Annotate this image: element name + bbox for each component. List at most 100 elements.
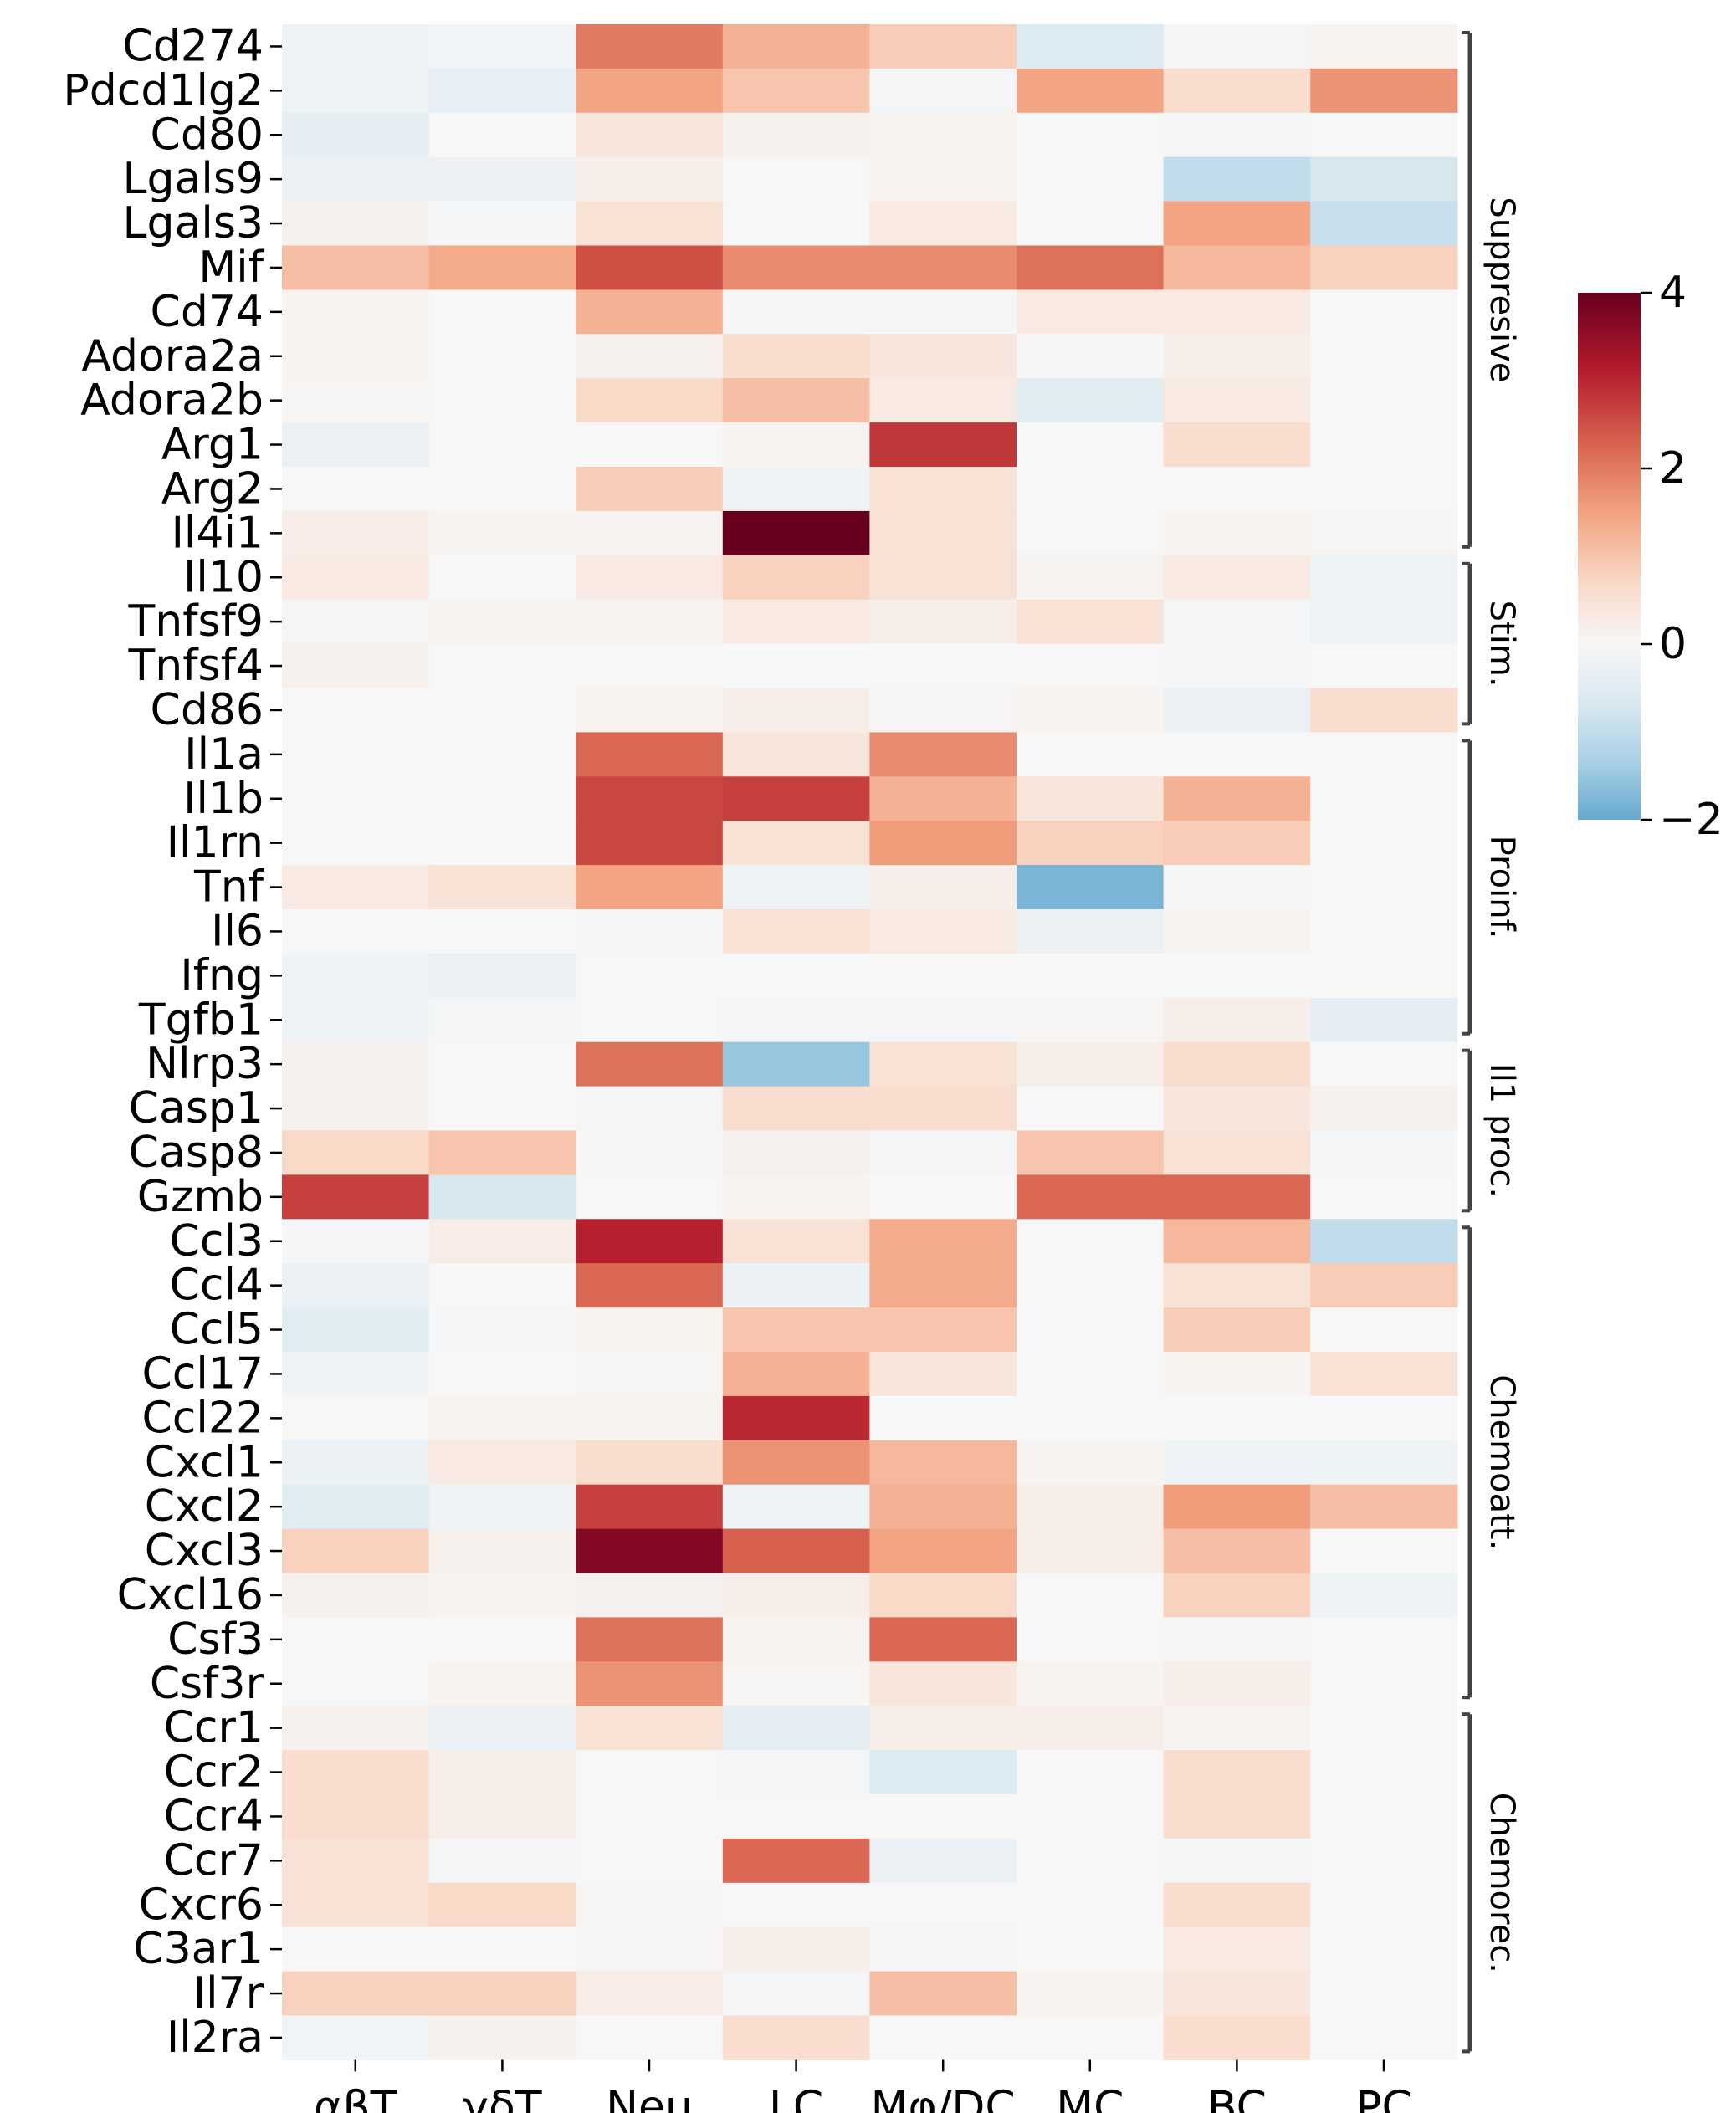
colorbar-tick-label: −2 bbox=[1659, 795, 1723, 845]
heatmap-cell bbox=[869, 112, 1017, 158]
heatmap-cell bbox=[1310, 201, 1458, 247]
heatmap-cell bbox=[576, 865, 724, 910]
heatmap-cell bbox=[428, 1926, 576, 1972]
heatmap-cell bbox=[722, 156, 870, 202]
heatmap-cell bbox=[576, 776, 724, 821]
heatmap-cell bbox=[1017, 1086, 1165, 1132]
heatmap-cell bbox=[1017, 555, 1165, 601]
heatmap-cell bbox=[869, 1750, 1017, 1795]
row-label: Cxcl16 bbox=[117, 1570, 264, 1620]
heatmap-cell bbox=[722, 1219, 870, 1264]
heatmap-cell bbox=[722, 732, 870, 777]
heatmap-cell bbox=[282, 953, 430, 999]
colorbar-tick-label: 4 bbox=[1659, 268, 1687, 318]
heatmap-cell bbox=[1163, 1307, 1311, 1353]
heatmap-cell bbox=[1163, 1573, 1311, 1618]
heatmap-cell bbox=[1310, 1617, 1458, 1662]
row-label: C3ar1 bbox=[133, 1924, 264, 1974]
heatmap-cell bbox=[428, 1263, 576, 1308]
heatmap-cell bbox=[869, 909, 1017, 954]
row-label: Csf3r bbox=[150, 1659, 264, 1709]
heatmap-cell bbox=[869, 378, 1017, 423]
heatmap-cell bbox=[1017, 865, 1165, 910]
row-label: Ccl4 bbox=[170, 1261, 264, 1311]
heatmap-cell bbox=[1163, 1041, 1311, 1087]
heatmap-cell bbox=[282, 732, 430, 777]
heatmap-cell bbox=[428, 1706, 576, 1751]
heatmap-cell bbox=[576, 1706, 724, 1751]
heatmap-cell bbox=[1310, 510, 1458, 556]
heatmap-cell bbox=[1017, 1528, 1165, 1574]
heatmap-cell bbox=[576, 201, 724, 247]
heatmap-cell bbox=[1017, 156, 1165, 202]
heatmap-cell bbox=[1163, 997, 1311, 1043]
heatmap-cell bbox=[1310, 909, 1458, 954]
heatmap-cell bbox=[282, 1573, 430, 1618]
heatmap-cell bbox=[1163, 1130, 1311, 1175]
row-label: Adora2b bbox=[80, 376, 264, 426]
heatmap-cell bbox=[722, 1130, 870, 1175]
column-label: LC bbox=[769, 2082, 823, 2113]
heatmap-cell bbox=[428, 245, 576, 290]
heatmap-cell bbox=[869, 1263, 1017, 1308]
heatmap-cell bbox=[869, 334, 1017, 379]
heatmap-cell bbox=[869, 1838, 1017, 1884]
heatmap-cell bbox=[1310, 1706, 1458, 1751]
heatmap-cell bbox=[1017, 1484, 1165, 1530]
heatmap-cell bbox=[1310, 1794, 1458, 1839]
heatmap-cell bbox=[1017, 1882, 1165, 1928]
heatmap-cell bbox=[428, 1750, 576, 1795]
heatmap-cell bbox=[1310, 245, 1458, 290]
heatmap-cell bbox=[428, 555, 576, 601]
heatmap-cell bbox=[722, 821, 870, 866]
heatmap-cell bbox=[282, 201, 430, 247]
heatmap-cell bbox=[282, 467, 430, 512]
heatmap-cell bbox=[1017, 1794, 1165, 1839]
heatmap-cell bbox=[722, 555, 870, 601]
heatmap-cell bbox=[428, 1573, 576, 1618]
row-label: Lgals9 bbox=[123, 154, 264, 204]
row-label: Cd274 bbox=[122, 21, 264, 71]
heatmap-cell bbox=[722, 112, 870, 158]
heatmap-cell bbox=[576, 1440, 724, 1486]
heatmap-cell bbox=[1163, 643, 1311, 689]
group-label: Chemorec. bbox=[1483, 1793, 1521, 1973]
heatmap-cell bbox=[576, 1838, 724, 1884]
column-label: MC bbox=[1056, 2082, 1124, 2113]
heatmap-cell bbox=[576, 599, 724, 645]
heatmap-cell bbox=[869, 732, 1017, 777]
heatmap-cell bbox=[576, 1661, 724, 1706]
heatmap-cell bbox=[282, 1661, 430, 1706]
heatmap-cell bbox=[1017, 1263, 1165, 1308]
heatmap-cell bbox=[722, 1750, 870, 1795]
heatmap-cell bbox=[1017, 1706, 1165, 1751]
heatmap-cell bbox=[1310, 555, 1458, 601]
group-label: Il1 proc. bbox=[1483, 1063, 1521, 1198]
heatmap-cell bbox=[282, 289, 430, 335]
row-label: Arg1 bbox=[161, 420, 264, 470]
row-label: Tgfb1 bbox=[138, 995, 264, 1045]
heatmap-cell bbox=[1310, 289, 1458, 335]
heatmap-cell bbox=[1163, 1617, 1311, 1662]
heatmap-cell bbox=[722, 599, 870, 645]
heatmap-cell bbox=[428, 1661, 576, 1706]
heatmap-cell bbox=[1017, 776, 1165, 821]
heatmap-cell bbox=[1163, 378, 1311, 423]
heatmap-cell bbox=[1310, 1573, 1458, 1618]
heatmap-cell bbox=[428, 1219, 576, 1264]
heatmap-cell bbox=[1163, 1971, 1311, 2017]
heatmap-cell bbox=[282, 1219, 430, 1264]
heatmap-cell bbox=[1163, 201, 1311, 247]
heatmap-cell bbox=[576, 1307, 724, 1353]
heatmap-cell bbox=[1163, 688, 1311, 733]
heatmap-cell bbox=[1310, 1750, 1458, 1795]
heatmap-cells bbox=[282, 24, 1458, 2060]
heatmap-cell bbox=[1163, 1440, 1311, 1486]
row-label: Il2ra bbox=[166, 2013, 264, 2063]
heatmap-cell bbox=[1310, 997, 1458, 1043]
heatmap-cell bbox=[869, 1882, 1017, 1928]
heatmap-cell bbox=[576, 643, 724, 689]
heatmap-cell bbox=[1017, 1838, 1165, 1884]
column-label: PC bbox=[1355, 2082, 1412, 2113]
